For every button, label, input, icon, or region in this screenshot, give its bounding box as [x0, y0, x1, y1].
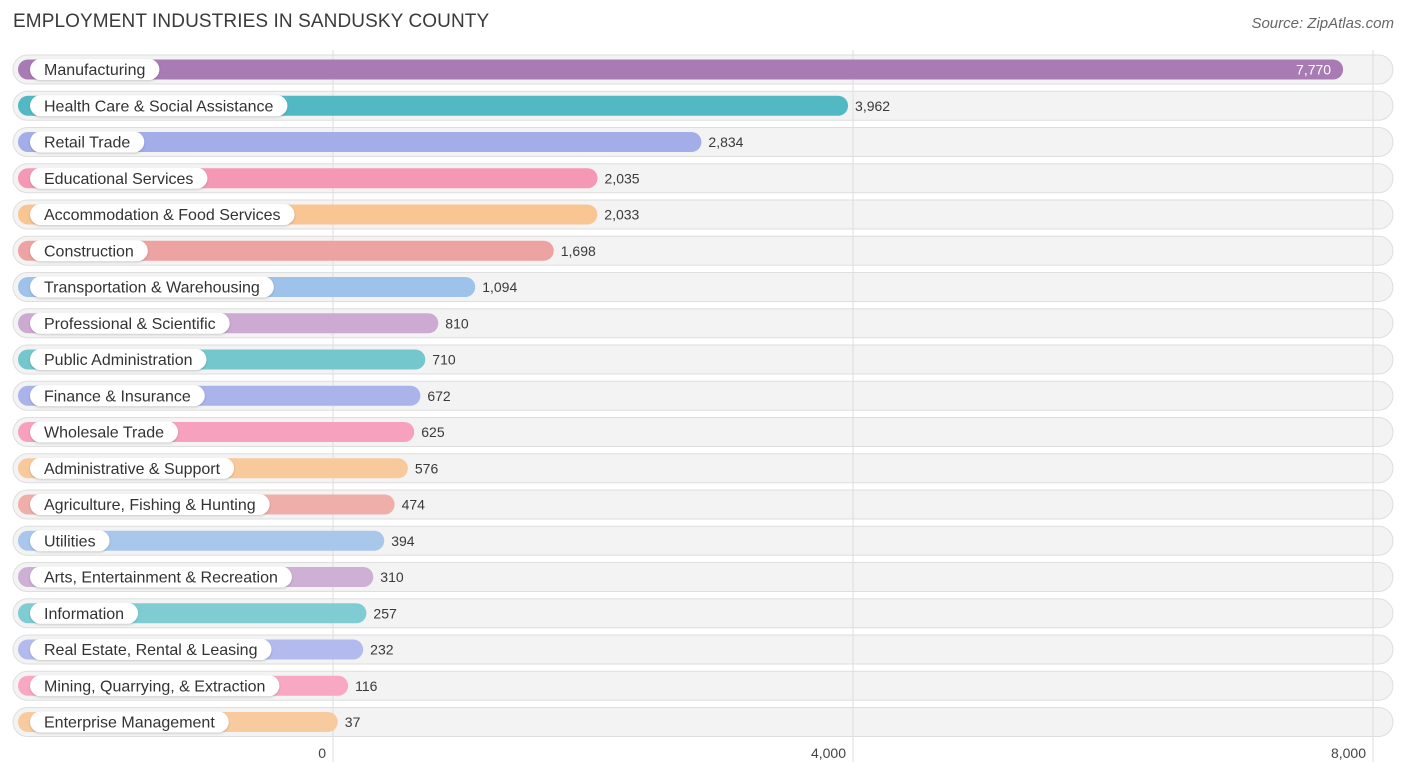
value-label-0: 7,770 — [1296, 62, 1331, 78]
source-note: Source: ZipAtlas.com — [1251, 15, 1394, 32]
category-pill-13 — [30, 530, 110, 552]
tick-label-1: 4,000 — [811, 745, 846, 761]
value-label-18: 37 — [345, 714, 361, 730]
category-label-11: Administrative & Support — [44, 461, 221, 478]
category-label-5: Construction — [44, 243, 134, 260]
value-label-6: 1,094 — [482, 279, 517, 295]
value-label-1: 3,962 — [855, 98, 890, 114]
category-pill-8 — [30, 349, 207, 370]
value-label-5: 1,698 — [561, 243, 596, 259]
category-pill-18 — [30, 711, 229, 733]
category-pill-15 — [30, 602, 139, 624]
category-label-14: Arts, Entertainment & Recreation — [44, 570, 278, 587]
bar-13 — [18, 530, 385, 551]
category-pill-14 — [30, 566, 292, 588]
category-pill-16 — [30, 639, 272, 660]
category-label-7: Professional & Scientific — [44, 316, 216, 333]
value-label-2: 2,834 — [708, 134, 743, 150]
category-label-13: Utilities — [44, 533, 96, 550]
value-label-7: 810 — [445, 315, 469, 331]
value-label-9: 672 — [427, 388, 451, 404]
category-label-16: Real Estate, Rental & Leasing — [44, 642, 257, 659]
category-pill-9 — [30, 385, 205, 407]
category-pill-12 — [30, 494, 270, 515]
category-label-12: Agriculture, Fishing & Hunting — [44, 497, 256, 514]
category-label-17: Mining, Quarrying, & Extraction — [44, 678, 265, 695]
value-label-17: 116 — [355, 678, 378, 694]
value-label-3: 2,035 — [605, 170, 640, 186]
bar-5 — [18, 240, 554, 261]
category-label-8: Public Administration — [44, 352, 193, 369]
bar-labels: 0 4,000 8,000 Manufacturing 7,770 Health Care… — [30, 59, 1366, 761]
category-label-1: Health Care & Social Assistance — [44, 98, 274, 115]
value-label-13: 394 — [391, 533, 415, 549]
value-label-16: 232 — [370, 642, 394, 658]
category-pill-1 — [30, 95, 288, 117]
category-label-18: Enterprise Management — [44, 715, 215, 732]
category-pill-4 — [30, 204, 295, 225]
category-pill-0 — [30, 59, 160, 80]
category-label-6: Transportation & Warehousing — [44, 280, 260, 297]
bar-2 — [18, 132, 702, 152]
category-pill-10 — [30, 421, 179, 443]
category-pill-5 — [30, 240, 148, 262]
value-label-15: 257 — [373, 605, 397, 621]
row-track-17 — [12, 670, 1394, 701]
bar-0 — [18, 59, 1344, 80]
category-label-4: Accommodation & Food Services — [44, 207, 281, 224]
category-label-0: Manufacturing — [44, 62, 145, 79]
category-label-9: Finance & Insurance — [44, 388, 191, 405]
category-label-3: Educational Services — [44, 171, 193, 188]
value-label-14: 310 — [380, 569, 404, 585]
tick-label-2: 8,000 — [1331, 745, 1366, 761]
value-label-8: 710 — [432, 352, 456, 368]
value-label-4: 2,033 — [604, 207, 639, 223]
category-pill-11 — [30, 457, 235, 479]
value-label-10: 625 — [421, 424, 445, 440]
value-label-12: 474 — [402, 497, 426, 513]
category-pill-6 — [30, 276, 274, 298]
tick-label-0: 0 — [318, 745, 326, 761]
category-pill-17 — [30, 675, 280, 697]
row-track-18 — [12, 707, 1394, 737]
category-label-10: Wholesale Trade — [44, 425, 164, 442]
category-pill-3 — [30, 167, 208, 189]
value-label-11: 576 — [415, 460, 439, 476]
category-label-15: Information — [44, 606, 124, 623]
chart-title: EMPLOYMENT INDUSTRIES IN SANDUSKY COUNTY — [13, 11, 490, 32]
category-pill-2 — [30, 131, 145, 153]
category-pill-7 — [30, 312, 230, 334]
category-label-2: Retail Trade — [44, 135, 130, 152]
